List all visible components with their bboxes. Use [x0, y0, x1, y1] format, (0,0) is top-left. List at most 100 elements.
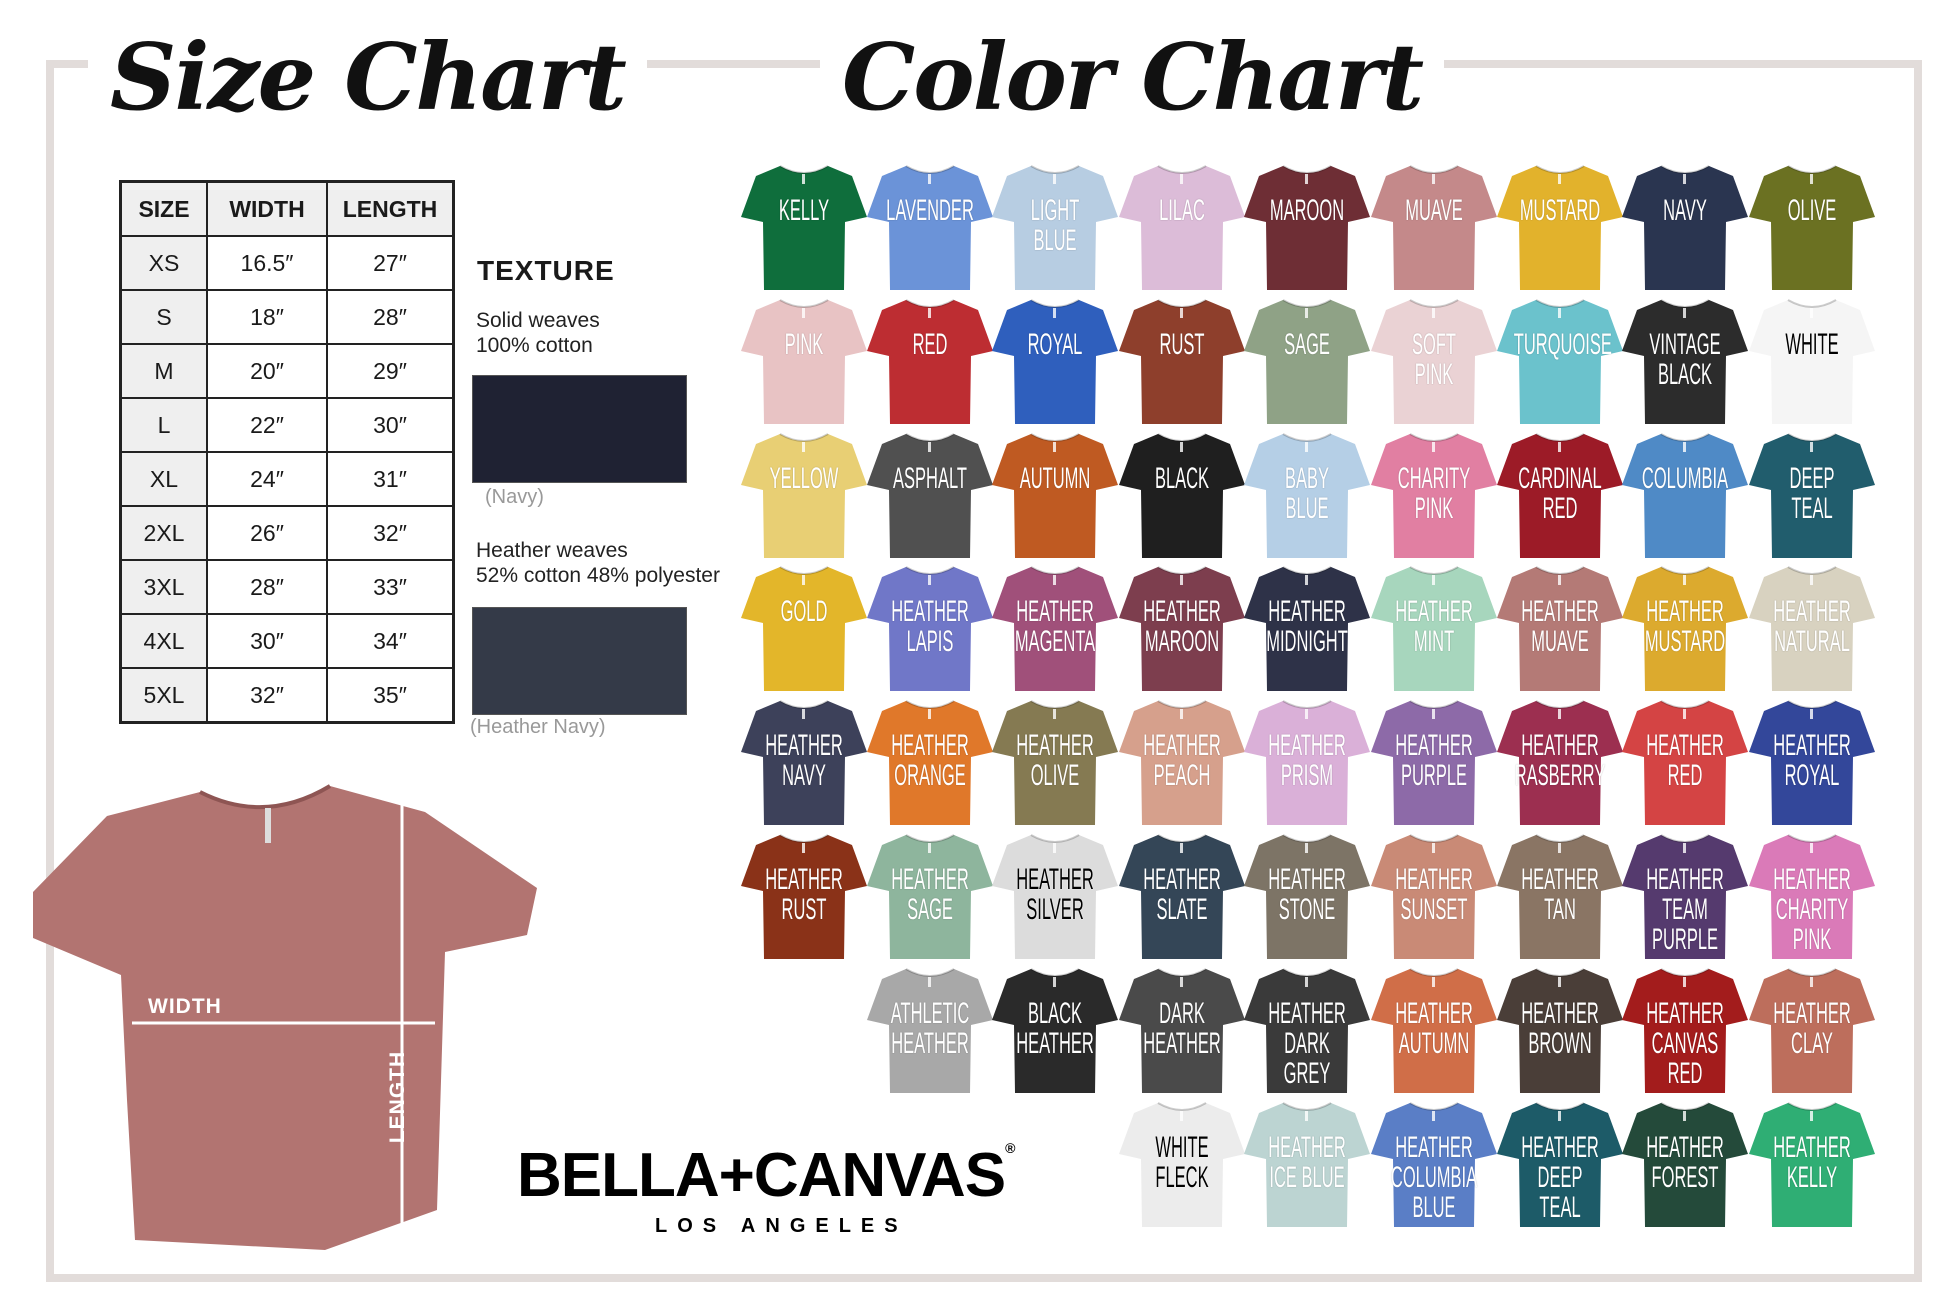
color-swatch-shirt: HEATHER PRISM [1243, 697, 1371, 831]
size-cell: M [119, 343, 208, 399]
color-name-label: SOFT PINK [1412, 328, 1456, 391]
color-name-label: HEATHER RUST [765, 863, 843, 926]
color-name-label: MAROON [1269, 194, 1345, 227]
color-swatch-shirt: HEATHER PEACH [1118, 697, 1246, 831]
tshirt-icon [867, 968, 993, 1093]
size-cell: XL [119, 451, 208, 507]
tshirt-icon [1119, 1102, 1245, 1227]
tshirt-icon [992, 834, 1118, 959]
tshirt-icon [1749, 566, 1875, 691]
color-name-label: HEATHER AUTUMN [1395, 997, 1473, 1060]
color-swatch-shirt: BLACK [1118, 430, 1246, 564]
color-swatch-shirt: YELLOW [740, 430, 868, 564]
color-swatch-shirt: HEATHER MIDNIGHT [1243, 563, 1371, 697]
color-swatch-shirt: HEATHER SUNSET [1370, 831, 1498, 965]
color-swatch-shirt: MUAVE [1370, 162, 1498, 296]
length-cell: 28″ [326, 289, 455, 345]
color-swatch-shirt: HEATHER MAGENTA [991, 563, 1119, 697]
color-name-label: LIGHT BLUE [1030, 194, 1080, 257]
color-swatch-shirt: ASPHALT [866, 430, 994, 564]
color-name-label: HEATHER SUNSET [1395, 863, 1473, 926]
color-swatch-shirt: OLIVE [1748, 162, 1876, 296]
tshirt-icon [867, 566, 993, 691]
color-name-label: HEATHER FOREST [1646, 1131, 1724, 1194]
color-swatch-shirt: HEATHER COLUMBIA BLUE [1370, 1099, 1498, 1233]
color-swatch-shirt: HEATHER STONE [1243, 831, 1371, 965]
color-name-label: HEATHER NAVY [765, 729, 843, 792]
tshirt-icon [1244, 834, 1370, 959]
registered-mark: ® [1005, 1140, 1015, 1156]
color-name-label: RED [912, 328, 948, 361]
length-label: LENGTH [386, 1050, 410, 1144]
tshirt-icon [1497, 165, 1623, 290]
color-swatch-shirt: HEATHER RED [1621, 697, 1749, 831]
shirt-tag [265, 808, 271, 843]
tshirt-icon [992, 566, 1118, 691]
color-swatch-shirt: HEATHER TAN [1496, 831, 1624, 965]
tshirt-icon [1119, 433, 1245, 558]
tshirt-icon [1244, 700, 1370, 825]
solid-weaves-label: Solid weaves [476, 309, 600, 332]
tshirt-icon [1622, 1102, 1748, 1227]
color-name-label: HEATHER RED [1646, 729, 1724, 792]
color-swatch-shirt: HEATHER ORANGE [866, 697, 994, 831]
tshirt-icon [1119, 834, 1245, 959]
tshirt-icon [1622, 433, 1748, 558]
tshirt-icon [1119, 700, 1245, 825]
heather-weaves-composition: 52% cotton 48% polyester [476, 564, 720, 587]
color-name-label: AUTUMN [1019, 462, 1091, 495]
size-cell: 5XL [119, 667, 208, 724]
size-chart-title: Size Chart [88, 22, 647, 132]
tshirt-icon [1749, 1102, 1875, 1227]
tshirt-icon [1119, 566, 1245, 691]
length-cell: 30″ [326, 397, 455, 453]
width-cell: 26″ [206, 505, 328, 561]
color-swatch-shirt: RUST [1118, 296, 1246, 430]
header-size: SIZE [119, 180, 208, 237]
size-cell: 4XL [119, 613, 208, 669]
color-swatch-shirt: ROYAL [991, 296, 1119, 430]
color-name-label: HEATHER ORANGE [891, 729, 969, 792]
tshirt-icon [1749, 700, 1875, 825]
tshirt-icon [1497, 299, 1623, 424]
color-swatch-shirt: HEATHER TEAM PURPLE [1621, 831, 1749, 965]
size-table-row: L 22″ 30″ [119, 397, 455, 453]
tshirt-icon [1244, 299, 1370, 424]
width-cell: 20″ [206, 343, 328, 399]
color-name-label: HEATHER PRISM [1268, 729, 1346, 792]
color-chart-title: Color Chart [820, 22, 1445, 132]
size-table-row: 4XL 30″ 34″ [119, 613, 455, 669]
color-name-label: TURQUOISE [1513, 328, 1612, 361]
size-table: SIZE WIDTH LENGTH XS 16.5″ 27″ S 18″ 28″ M 20″ 2… [119, 180, 455, 724]
color-name-label: LAVENDER [886, 194, 974, 227]
color-name-label: HEATHER MINT [1395, 595, 1473, 658]
color-swatch-shirt: VINTAGE BLACK [1621, 296, 1749, 430]
solid-texture-swatch [472, 375, 687, 483]
brand-name: BELLA+CANVAS [517, 1141, 1006, 1210]
color-swatch-shirt: HEATHER BROWN [1496, 965, 1624, 1099]
color-name-label: HEATHER LAPIS [891, 595, 969, 658]
color-name-label: HEATHER NATURAL [1773, 595, 1851, 658]
tshirt-icon [1622, 165, 1748, 290]
color-name-label: HEATHER CANVAS RED [1646, 997, 1724, 1090]
color-name-label: HEATHER KELLY [1773, 1131, 1851, 1194]
width-cell: 32″ [206, 667, 328, 724]
color-name-label: HEATHER TEAM PURPLE [1646, 863, 1724, 956]
width-cell: 22″ [206, 397, 328, 453]
color-name-label: HEATHER STONE [1268, 863, 1346, 926]
color-name-label: ATHLETIC HEATHER [890, 997, 970, 1060]
tshirt-icon [1371, 299, 1497, 424]
color-swatch-shirt: DEEP TEAL [1748, 430, 1876, 564]
width-cell: 30″ [206, 613, 328, 669]
color-swatch-shirt: HEATHER KELLY [1748, 1099, 1876, 1233]
color-name-label: HEATHER COLUMBIA BLUE [1390, 1131, 1478, 1224]
color-swatch-shirt: BLACK HEATHER [991, 965, 1119, 1099]
color-name-label: LILAC [1159, 194, 1205, 227]
color-swatch-shirt: HEATHER AUTUMN [1370, 965, 1498, 1099]
size-table-row: XL 24″ 31″ [119, 451, 455, 507]
color-swatch-shirt: SAGE [1243, 296, 1371, 430]
color-swatch-shirt: WHITE FLECK [1118, 1099, 1246, 1233]
color-name-label: CHARITY PINK [1397, 462, 1471, 525]
tshirt-icon [741, 566, 867, 691]
color-name-label: BLACK HEATHER [1016, 997, 1094, 1060]
